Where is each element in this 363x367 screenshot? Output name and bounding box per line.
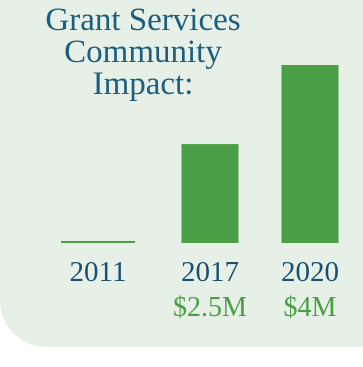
value-label: $2.5M [173,292,247,323]
category-label: 2011 [70,256,127,288]
bar-2017 [181,144,239,243]
label-group: 2011 2017 $2.5M 2020 $4M [70,256,339,323]
chart-title: Grant Services Community Impact: [18,2,268,102]
bar-2011 [61,241,135,243]
category-label: 2017 [181,256,239,288]
chart-title-line: Impact: [92,66,194,102]
chart-title-line: Community [64,34,222,70]
value-label: $4M [284,292,337,323]
category-label: 2020 [281,256,339,288]
bar-group [61,65,339,243]
chart-title-line: Grant Services [45,2,241,38]
bar-2020 [281,65,339,243]
